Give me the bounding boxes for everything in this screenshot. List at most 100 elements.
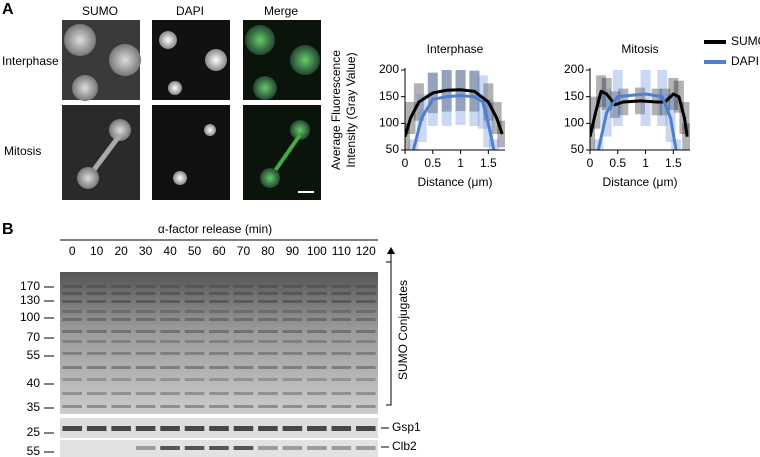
band <box>135 318 156 321</box>
y-tick-label: 50 <box>386 142 400 156</box>
lane-label: 0 <box>69 244 76 258</box>
band <box>209 446 229 450</box>
band <box>258 340 278 343</box>
plot <box>405 70 505 150</box>
band <box>62 352 83 355</box>
x-tick-label: 0.5 <box>609 156 626 170</box>
y-tick-label: 50 <box>571 142 585 156</box>
band <box>331 405 352 408</box>
column-label: SUMO <box>82 4 118 18</box>
band <box>209 330 229 333</box>
band <box>62 378 83 381</box>
mw-label: 70 <box>27 330 41 344</box>
band <box>62 285 83 288</box>
band <box>86 378 107 381</box>
chart-title: Interphase <box>427 42 484 56</box>
x-tick-label: 1.5 <box>480 156 497 170</box>
band <box>233 292 254 295</box>
mw-label: 25 <box>27 425 41 439</box>
band <box>135 392 156 395</box>
lane-label: 20 <box>114 244 128 258</box>
band <box>135 405 156 408</box>
y-axis-label: Intensity (Gray Value) <box>344 52 358 167</box>
blot-label: Clb2 <box>392 439 417 453</box>
band <box>282 352 303 355</box>
image <box>62 105 140 200</box>
band <box>331 300 352 303</box>
band <box>331 426 352 431</box>
band <box>86 285 107 288</box>
band <box>282 310 303 313</box>
x-tick-label: 0 <box>402 156 409 170</box>
band <box>209 405 229 408</box>
error-band <box>405 123 410 150</box>
band <box>86 292 107 295</box>
band <box>233 392 254 395</box>
band <box>62 392 83 395</box>
band <box>282 405 303 408</box>
band <box>331 310 352 313</box>
band <box>209 310 229 313</box>
band <box>135 426 156 431</box>
band <box>282 392 303 395</box>
band <box>209 318 229 321</box>
band <box>111 318 131 321</box>
band <box>62 405 83 408</box>
band <box>233 310 254 313</box>
band <box>331 285 352 288</box>
x-tick-label: 1.5 <box>665 156 682 170</box>
band <box>184 318 205 321</box>
band <box>135 300 156 303</box>
band <box>331 330 352 333</box>
blot <box>60 272 378 414</box>
row-label: Interphase <box>2 54 59 68</box>
spindle <box>270 133 302 177</box>
band <box>160 292 180 295</box>
band <box>307 446 327 450</box>
x-axis-label: Distance (μm) <box>603 175 678 189</box>
band <box>307 392 327 395</box>
plot <box>590 70 690 150</box>
nucleus <box>204 124 216 136</box>
image <box>243 105 321 200</box>
band <box>86 366 107 369</box>
cell <box>260 168 280 188</box>
band <box>160 285 180 288</box>
band <box>111 292 131 295</box>
error-band <box>640 70 651 126</box>
lane-label: 80 <box>261 244 275 258</box>
nucleus <box>205 49 227 71</box>
band <box>355 426 376 431</box>
lane-label: 100 <box>307 244 327 258</box>
band <box>331 318 352 321</box>
error-band <box>590 123 595 150</box>
band <box>331 340 352 343</box>
mw-label: 55 <box>27 348 41 362</box>
band <box>111 405 131 408</box>
panel-label: B <box>2 221 14 238</box>
cell <box>290 120 310 140</box>
blot-title: α-factor release (min) <box>158 222 272 236</box>
band <box>258 378 278 381</box>
lane-label: 70 <box>237 244 251 258</box>
band <box>331 292 352 295</box>
band <box>258 446 278 450</box>
band <box>258 310 278 313</box>
band <box>86 300 107 303</box>
band <box>355 292 376 295</box>
band <box>355 378 376 381</box>
band <box>135 366 156 369</box>
band <box>307 285 327 288</box>
spindle <box>88 133 122 177</box>
band <box>258 352 278 355</box>
band <box>282 300 303 303</box>
band <box>209 340 229 343</box>
micrographs <box>62 20 321 200</box>
band <box>135 310 156 313</box>
band <box>135 330 156 333</box>
legend: SUMO DAPI <box>704 34 760 68</box>
band <box>111 300 131 303</box>
band <box>160 446 180 450</box>
band <box>209 352 229 355</box>
